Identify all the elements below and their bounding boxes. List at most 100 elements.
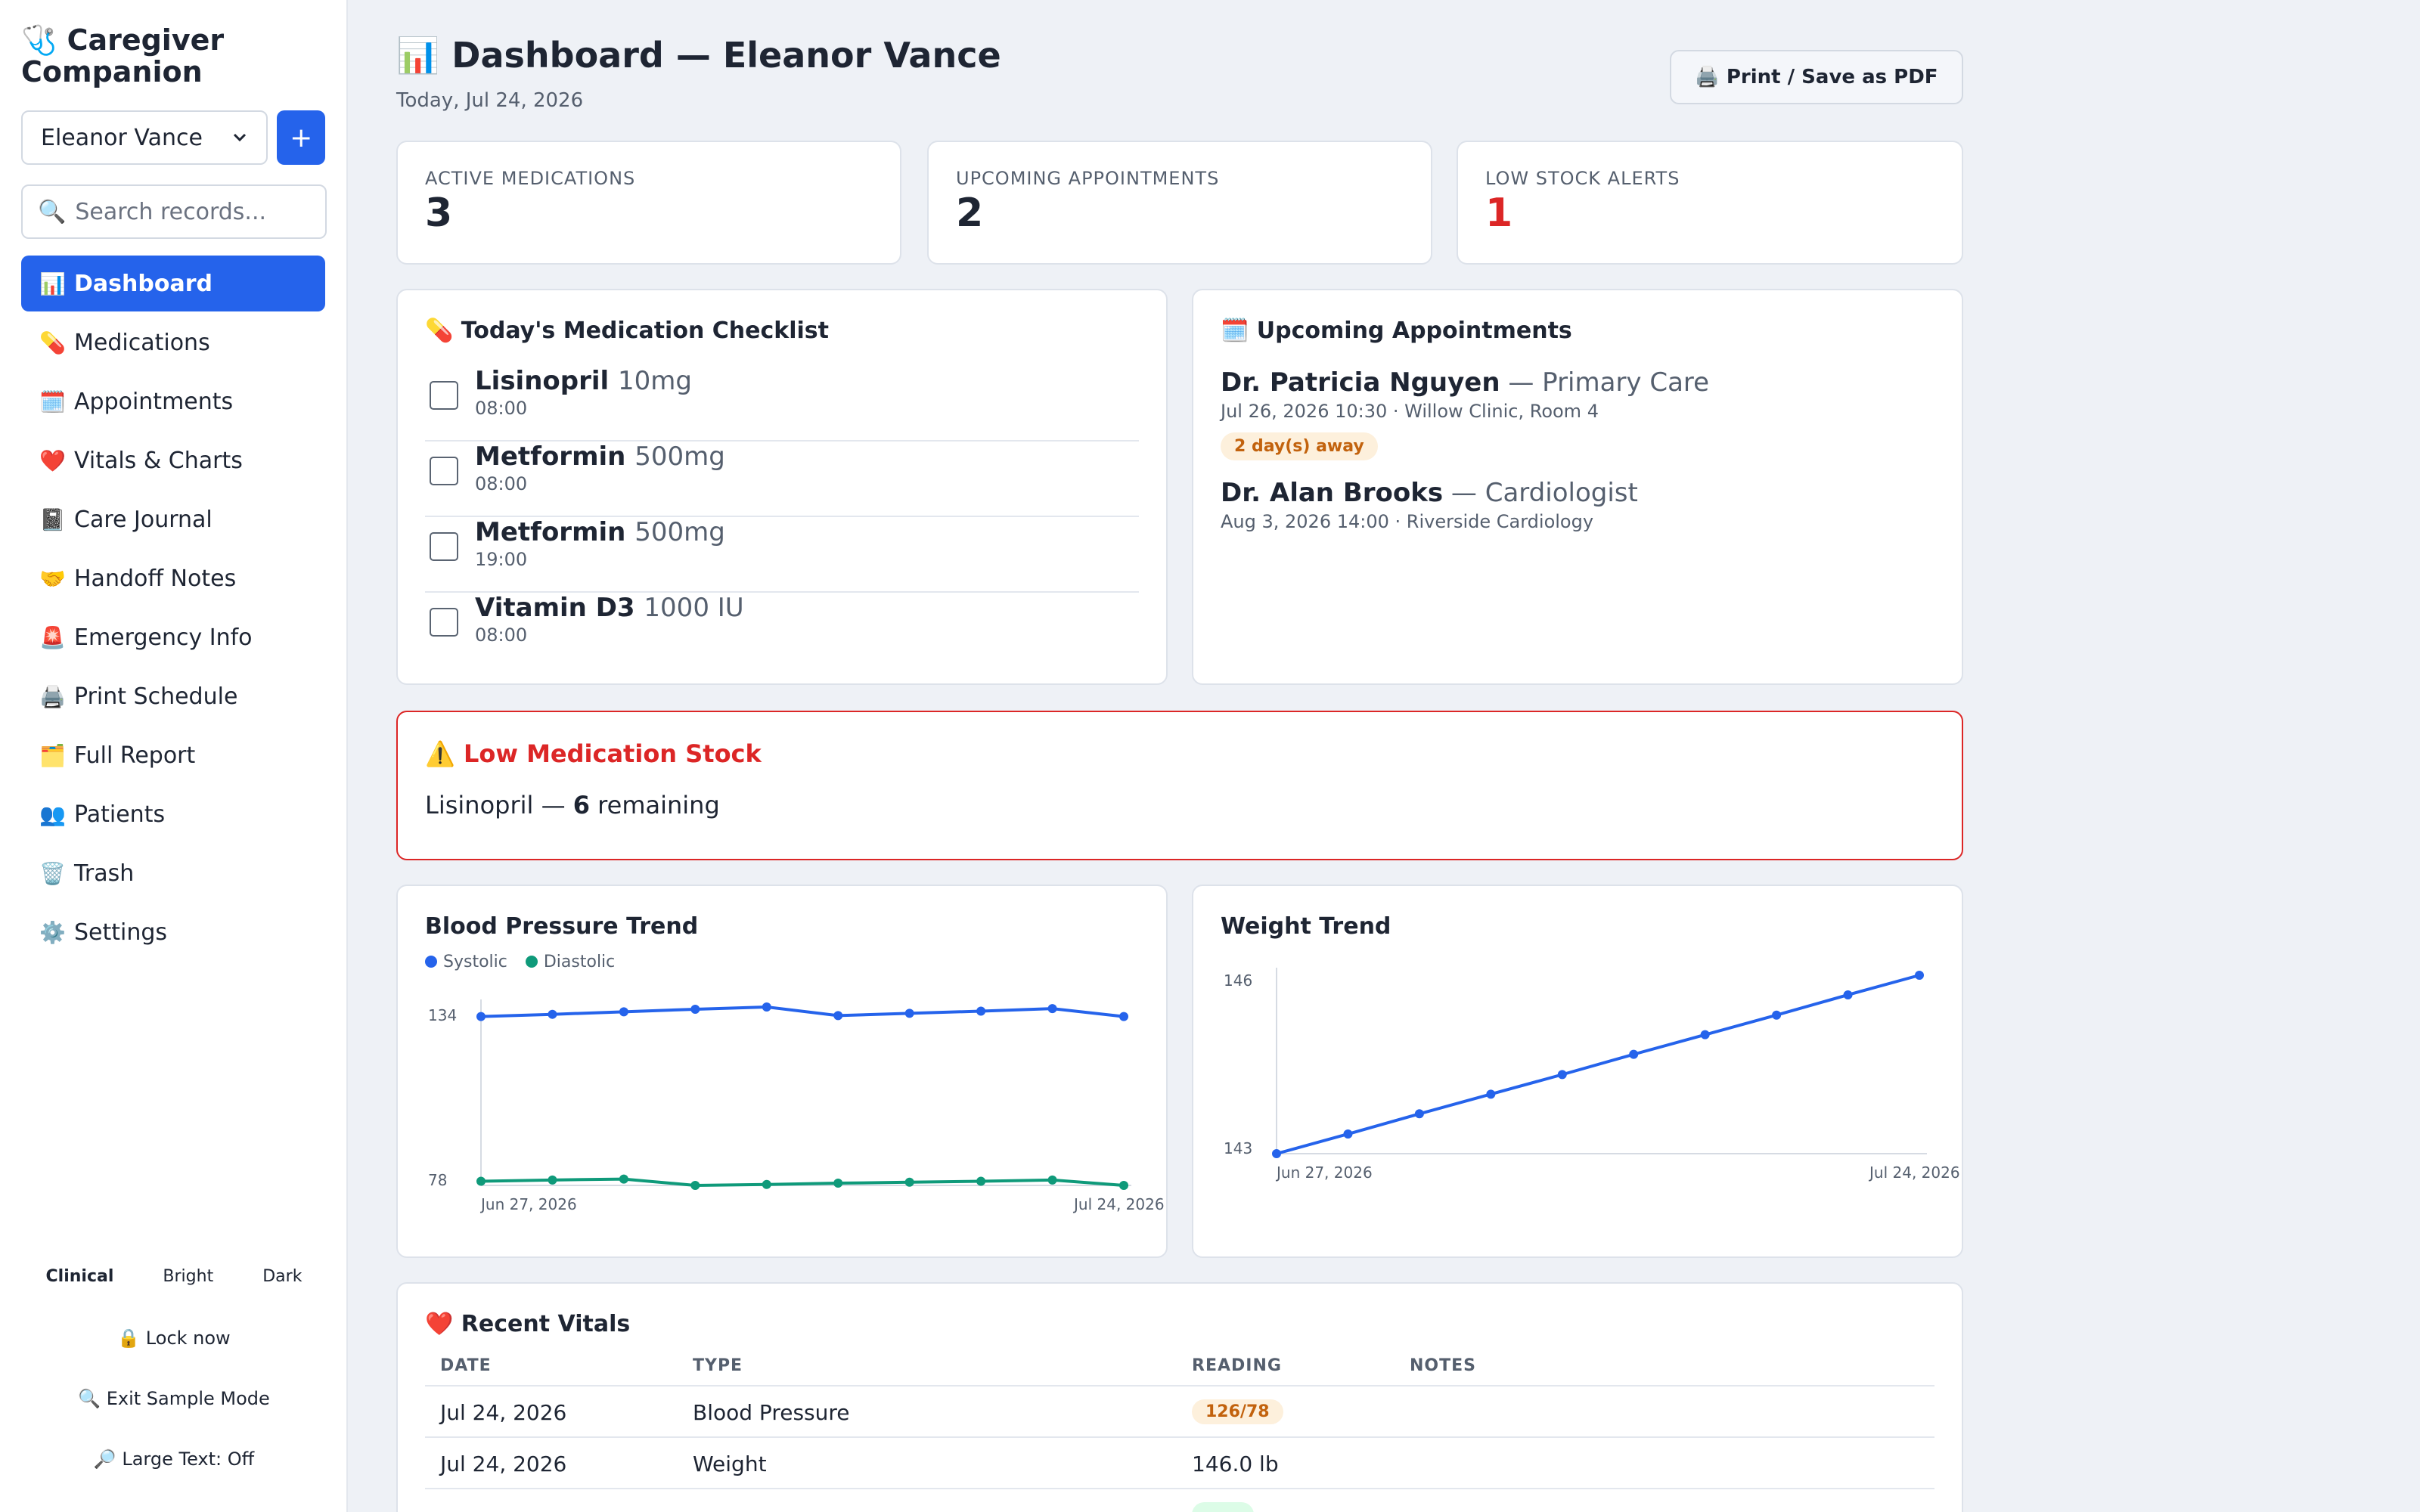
weight-data-point [1557,1070,1567,1080]
sidebar-item-appointments[interactable]: 🗓️ Appointments [21,373,325,429]
page-title: 📊 Dashboard — Eleanor Vance [396,35,1001,76]
stat-label: Active Medications [425,168,636,189]
print-schedule-icon: 🖨️ [39,683,66,709]
weight-data-point [1915,971,1924,980]
bp-chart-card: Blood Pressure Trend Systolic Diastolic … [396,885,1168,1258]
sidebar-item-emergency-info[interactable]: 🚨 Emergency Info [21,609,325,665]
sidebar-item-settings[interactable]: ⚙️ Settings [21,904,325,960]
search-icon: 🔍 [38,198,67,225]
sidebar-item-label: Print Schedule [74,683,238,710]
med-dose: 500mg [634,442,725,472]
weight-data-point [1272,1149,1281,1158]
appointment-doctor: Dr. Alan Brooks [1221,478,1444,508]
sidebar-item-medications[interactable]: 💊 Medications [21,314,325,370]
patient-select[interactable]: Eleanor Vance [21,110,268,165]
table-row[interactable] [425,1488,1934,1512]
sidebar: 🩺 Caregiver Companion Eleanor Vance + 🔍 … [0,0,348,1512]
sidebar-item-dashboard[interactable]: 📊 Dashboard [21,256,325,311]
brand: 🩺 Caregiver Companion [21,24,325,88]
weight-data-point [1414,1109,1424,1119]
appointment-specialty: — Cardiologist [1450,478,1638,508]
sidebar-item-trash[interactable]: 🗑️ Trash [21,845,325,901]
low-stock-text: Lisinopril — 6 remaining [425,791,720,820]
bp-data-point [762,1179,771,1189]
medication-checklist-card: 💊 Today's Medication Checklist Lisinopri… [396,289,1168,685]
add-patient-button[interactable]: + [277,110,325,165]
table-row[interactable]: Jul 24, 2026 Weight 146.0 lb [425,1436,1934,1488]
med-dose: 1000 IU [644,593,744,623]
legend-systolic: Systolic [425,953,507,971]
search-input[interactable]: 🔍 Search records... [21,184,327,239]
med-name-line: Lisinopril 10mg [475,366,692,396]
weight-x-tick-label: Jun 27, 2026 [1275,1163,1373,1182]
weight-chart: 146 143 Jun 27, 2026 Jul 24, 2026 [1224,968,1960,1182]
theme-clinical[interactable]: Clinical [45,1267,114,1286]
weight-chart-card: Weight Trend 146 143 Jun 27, 2026 Jul 24, 2… [1192,885,1963,1258]
bp-data-point [690,1004,700,1014]
checklist-checkbox[interactable] [430,532,458,561]
sidebar-item-label: Medications [74,329,210,356]
sidebar-item-care-journal[interactable]: 📓 Care Journal [21,491,325,547]
appointment-item[interactable]: Dr. Patricia Nguyen — Primary Care Jul 2… [1221,367,1934,460]
weight-data-point [1843,990,1853,999]
appointments-title: 🗓️ Upcoming Appointments [1221,318,1572,344]
sidebar-item-patients[interactable]: 👥 Patients [21,786,325,842]
checklist-checkbox[interactable] [430,381,458,410]
checklist-checkbox[interactable] [430,457,458,485]
sidebar-item-vitals-charts[interactable]: ❤️ Vitals & Charts [21,432,325,488]
stat-value: 2 [956,191,984,236]
bp-data-point [976,1176,986,1186]
weight-chart-title: Weight Trend [1221,913,1392,940]
brand-name: Caregiver Companion [21,23,225,88]
theme-dark[interactable]: Dark [262,1267,302,1286]
vitals-charts-icon: ❤️ [39,448,66,473]
medications-icon: 💊 [39,330,66,355]
table-row[interactable]: Jul 24, 2026 Blood Pressure 126/78 [425,1385,1934,1436]
bp-data-point [833,1179,843,1188]
med-time: 08:00 [475,473,528,494]
exit-sample-mode-button[interactable]: 🔍 Exit Sample Mode [78,1388,270,1409]
bp-series-line-0 [480,1005,1125,1018]
col-reading: READING [1192,1356,1282,1375]
bp-data-point [690,1181,700,1190]
bp-data-point [476,1176,486,1186]
stat-value: 1 [1485,191,1513,236]
appointments-icon: 🗓️ [39,389,66,414]
checklist-checkbox[interactable] [430,608,458,637]
stat-card-upcoming-appointments: Upcoming Appointments 2 [927,141,1432,265]
appointment-specialty: — Primary Care [1508,367,1710,398]
theme-switcher: Clinical Bright Dark [21,1267,327,1286]
checklist-title: 💊 Today's Medication Checklist [425,318,829,344]
large-text-toggle[interactable]: 🔎 Large Text: Off [93,1448,255,1470]
settings-icon: ⚙️ [39,919,66,945]
handoff-notes-icon: 🤝 [39,565,66,591]
stat-label: Upcoming Appointments [956,168,1220,189]
theme-bright[interactable]: Bright [163,1267,214,1286]
sidebar-item-full-report[interactable]: 🗂️ Full Report [21,727,325,783]
med-name: Lisinopril [475,366,610,396]
weight-series-line-0 [1276,974,1920,1155]
bp-data-point [976,1006,986,1016]
stat-value: 3 [425,191,453,236]
lock-now-button[interactable]: 🔒 Lock now [117,1328,231,1349]
sidebar-item-print-schedule[interactable]: 🖨️ Print Schedule [21,668,325,724]
print-button[interactable]: 🖨️ Print / Save as PDF [1670,50,1963,104]
bp-data-point [904,1009,914,1018]
sidebar-item-handoff-notes[interactable]: 🤝 Handoff Notes [21,550,325,606]
weight-y-tick-label: 146 [1224,971,1252,990]
weight-data-point [1486,1089,1496,1099]
trash-icon: 🗑️ [39,860,66,886]
sidebar-item-label: Patients [74,801,166,828]
med-time: 08:00 [475,398,528,419]
med-dose: 500mg [634,517,725,547]
search-placeholder: Search records... [75,198,267,225]
med-name-line: Vitamin D3 1000 IU [475,593,744,623]
appointment-item[interactable]: Dr. Alan Brooks — Cardiologist Aug 3, 20… [1221,478,1934,532]
stat-label: Low Stock Alerts [1485,168,1680,189]
sidebar-nav: 📊 Dashboard 💊 Medications 🗓️ Appointments ❤️ Vi… [21,256,325,960]
checklist-item: Metformin 500mg 08:00 [425,442,1139,517]
col-notes: NOTES [1410,1356,1476,1375]
weight-data-point [1343,1129,1353,1139]
med-dose: 10mg [618,366,693,396]
med-name-line: Metformin 500mg [475,517,725,547]
